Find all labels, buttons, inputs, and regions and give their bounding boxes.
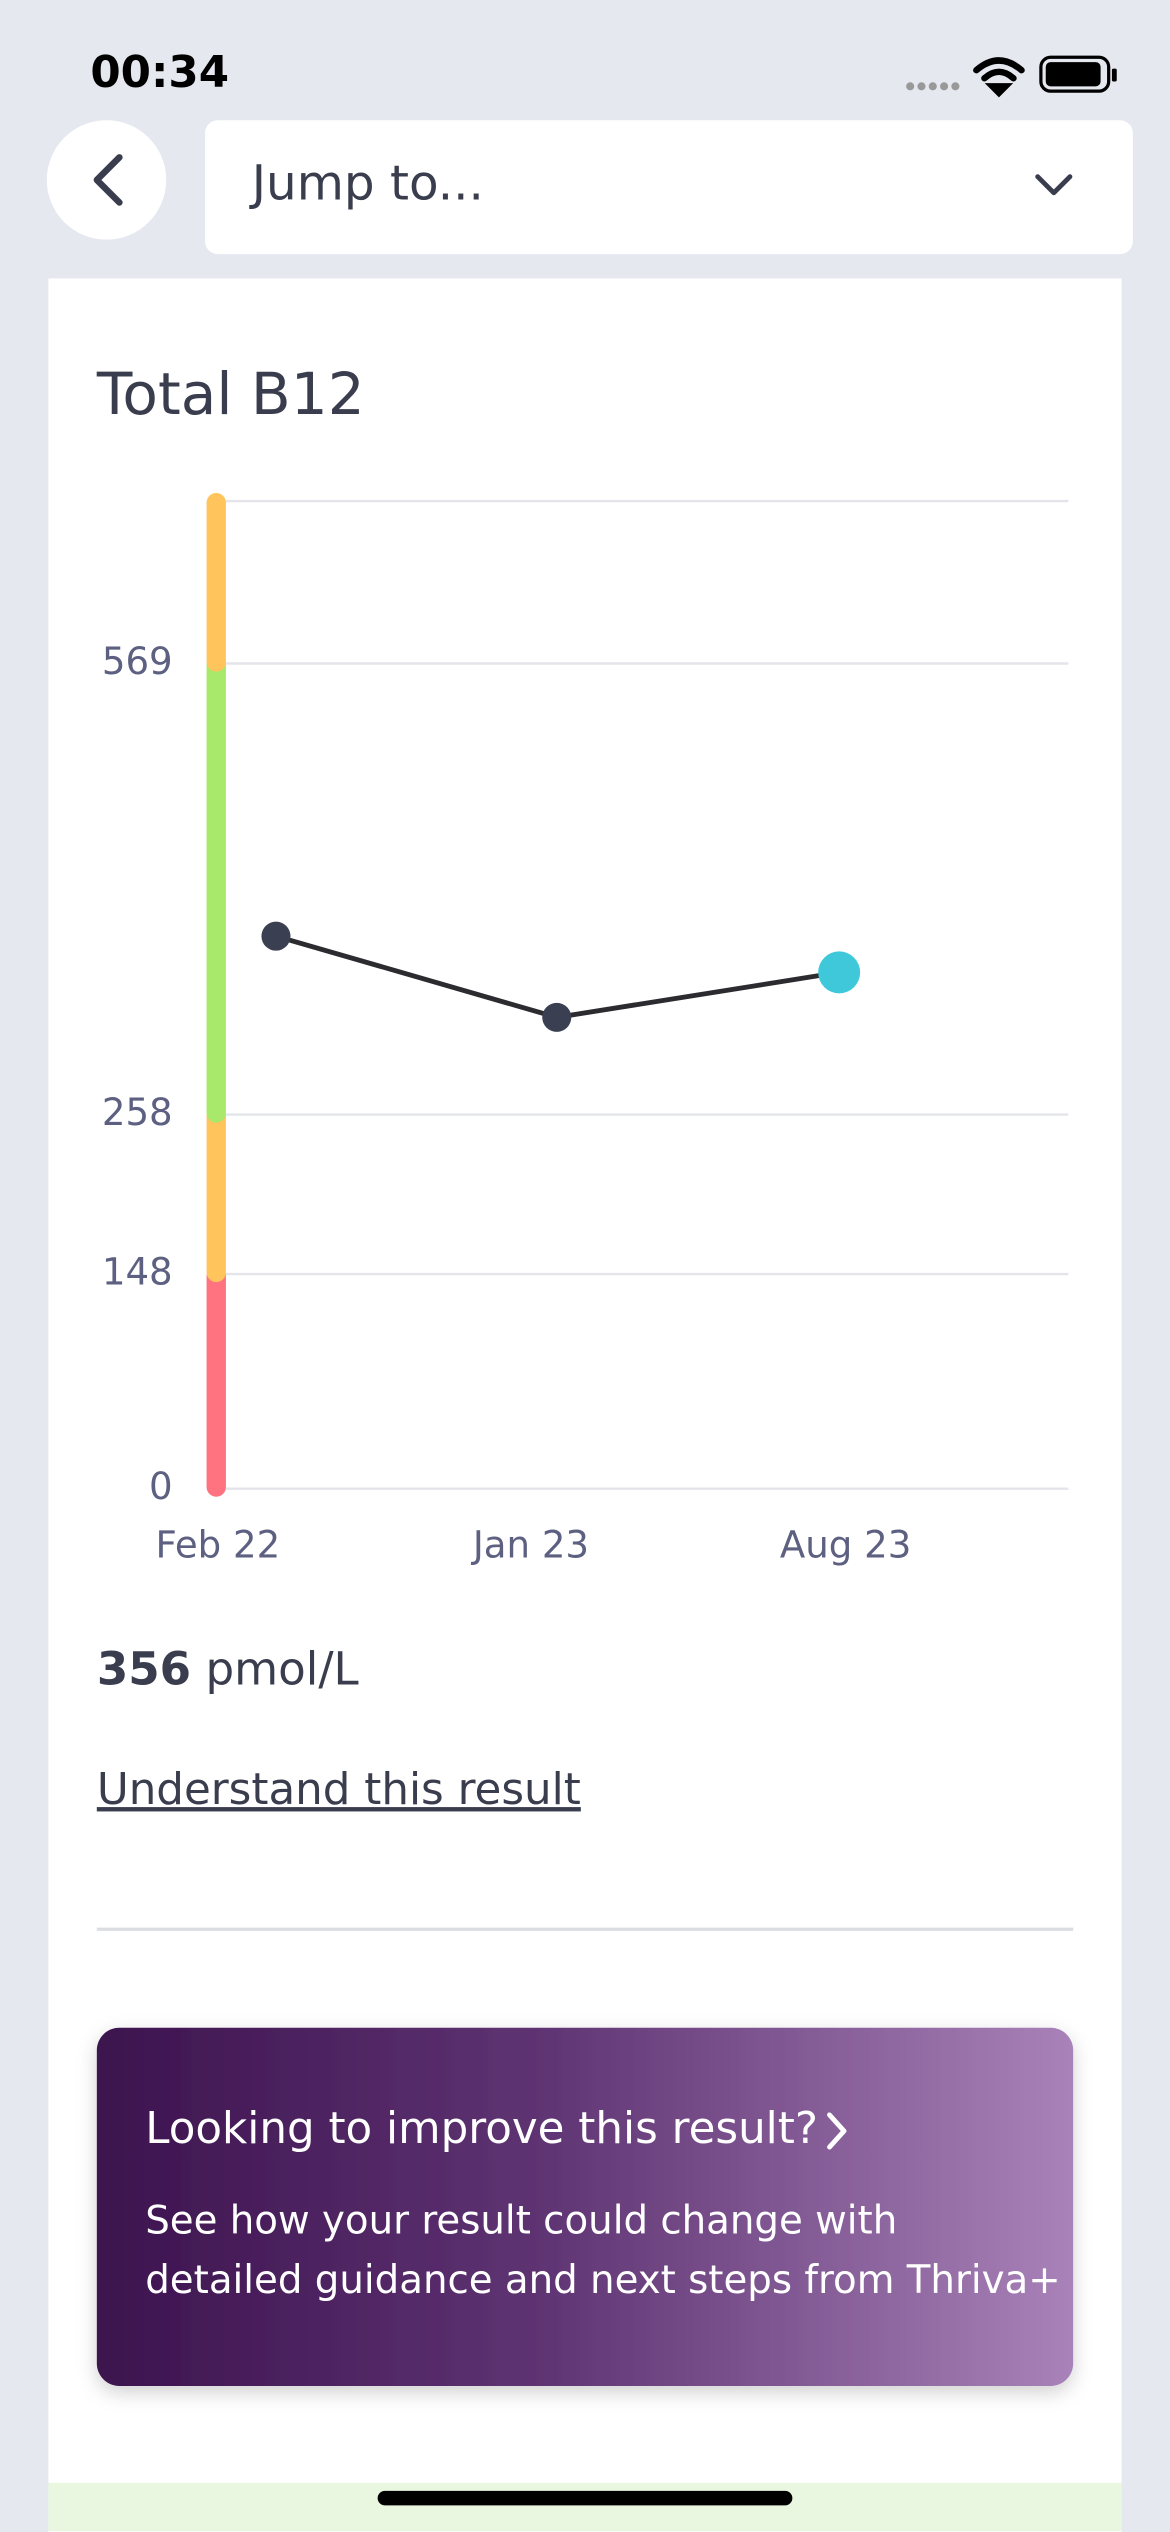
next-card <box>48 2482 1122 2532</box>
promo-text: See how your result could change with <box>145 2198 897 2243</box>
result: 356 pmol/L <box>97 1643 359 1696</box>
point <box>818 951 861 994</box>
jump-to-dropdown[interactable]: Jump to... <box>204 120 1133 255</box>
back-button[interactable] <box>46 120 167 240</box>
dropdown-label: Jump to... <box>249 155 484 211</box>
chart-title: Total B12 <box>96 360 365 428</box>
y-tick-label: 148 <box>102 1251 173 1294</box>
promo-title: Looking to improve this result? <box>145 2104 818 2154</box>
y-tick-label: 258 <box>102 1091 173 1134</box>
y-tick-label: 569 <box>102 640 173 683</box>
point <box>261 921 291 951</box>
y-tick-label: 0 <box>149 1465 173 1508</box>
result-unit: pmol/L <box>205 1643 358 1696</box>
result-value: 356 <box>97 1643 191 1696</box>
x-tick-label: Feb 22 <box>156 1523 281 1566</box>
promo-text: detailed guidance and next steps from Th… <box>145 2258 1060 2303</box>
point <box>542 1002 572 1032</box>
x-tick-label: Jan 23 <box>471 1523 589 1566</box>
promo-card[interactable]: Looking to improve this result? See how … <box>96 2027 1074 2386</box>
home-indicator <box>377 2490 793 2506</box>
plot: 0 148 258 569 Feb 22 Jan 23 Aug 23 <box>102 492 1069 1566</box>
battery-icon <box>1039 55 1117 93</box>
wifi-icon <box>973 57 1025 98</box>
status-time: 00:34 <box>90 48 229 98</box>
x-tick-label: Aug 23 <box>780 1523 911 1566</box>
understand-link[interactable]: Understand this result <box>97 1765 581 1815</box>
signal-icon <box>906 82 960 91</box>
